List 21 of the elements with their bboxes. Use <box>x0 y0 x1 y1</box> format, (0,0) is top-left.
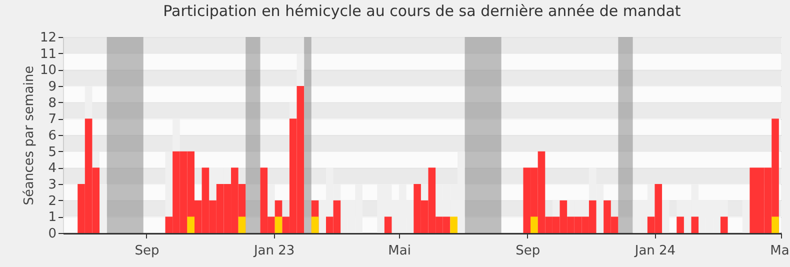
y-tick-label: 3 <box>48 178 56 192</box>
y-tick-label: 8 <box>48 96 56 111</box>
y-tick-label: 2 <box>48 194 56 209</box>
chart-title: Participation en hémicycle au cours de sa dernière année de mandat <box>163 2 681 20</box>
y-tick-label: 12 <box>40 30 56 46</box>
y-tick-label: 9 <box>48 80 56 94</box>
x-tick-label: Mai <box>770 244 790 258</box>
y-tick-label: 11 <box>40 46 56 62</box>
y-tick-label: 4 <box>48 161 56 176</box>
y-tick-label: 10 <box>40 63 56 78</box>
x-tick-label: Jan 23 <box>252 244 295 258</box>
y-tick-label: 7 <box>48 112 56 128</box>
x-tick-label: Mai <box>388 244 411 258</box>
x-tick-label: Sep <box>516 244 540 258</box>
y-axis-title: Séances par semaine <box>22 66 37 206</box>
y-tick-label: 6 <box>48 128 56 144</box>
x-tick-label: Jan 24 <box>634 244 676 258</box>
y-tick-label: 5 <box>48 144 56 160</box>
y-tick-label: 1 <box>48 210 56 226</box>
y-tick-label: 0 <box>48 226 56 242</box>
x-tick-label: Sep <box>134 244 160 258</box>
